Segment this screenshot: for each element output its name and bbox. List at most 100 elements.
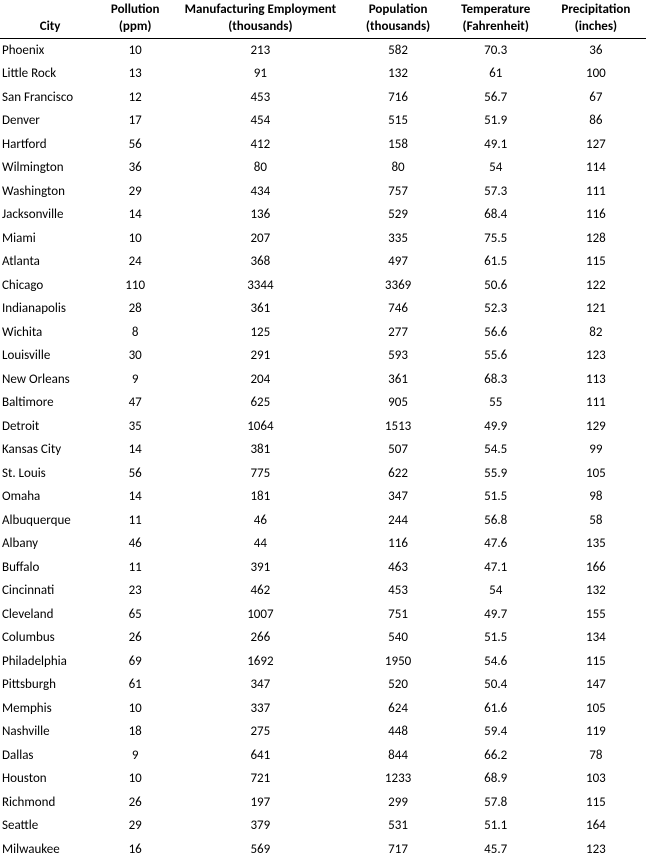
cell-city: Cincinnati xyxy=(0,579,100,603)
cell-temp: 52.3 xyxy=(446,297,546,321)
cell-mfg: 391 xyxy=(170,556,350,580)
table-row: Philadelphia691692195054.6115 xyxy=(0,650,646,674)
table-row: Cincinnati2346245354132 xyxy=(0,579,646,603)
cell-temp: 50.4 xyxy=(446,673,546,697)
table-row: New Orleans920436168.3113 xyxy=(0,368,646,392)
cell-pollution: 14 xyxy=(100,203,170,227)
cell-pop: 80 xyxy=(351,156,446,180)
cell-pop: 717 xyxy=(351,838,446,861)
cell-precip: 115 xyxy=(546,791,646,815)
cell-city: Louisville xyxy=(0,344,100,368)
cell-pollution: 69 xyxy=(100,650,170,674)
cell-mfg: 197 xyxy=(170,791,350,815)
cell-pop: 905 xyxy=(351,391,446,415)
cell-city: Milwaukee xyxy=(0,838,100,861)
cell-mfg: 44 xyxy=(170,532,350,556)
cell-city: St. Louis xyxy=(0,462,100,486)
cell-pop: 520 xyxy=(351,673,446,697)
cell-city: Memphis xyxy=(0,697,100,721)
cell-temp: 55.6 xyxy=(446,344,546,368)
table-row: Dallas964184466.278 xyxy=(0,744,646,768)
cell-pop: 347 xyxy=(351,485,446,509)
cell-precip: 78 xyxy=(546,744,646,768)
header-temp: Temperature(Fahrenheit) xyxy=(446,0,546,38)
cell-pollution: 26 xyxy=(100,626,170,650)
cell-city: Hartford xyxy=(0,133,100,157)
cell-temp: 54.6 xyxy=(446,650,546,674)
cell-precip: 147 xyxy=(546,673,646,697)
cell-pop: 335 xyxy=(351,227,446,251)
cell-city: Little Rock xyxy=(0,62,100,86)
cell-mfg: 91 xyxy=(170,62,350,86)
header-city-line2: City xyxy=(4,19,96,36)
cell-pop: 158 xyxy=(351,133,446,157)
cell-mfg: 291 xyxy=(170,344,350,368)
cell-pollution: 110 xyxy=(100,274,170,298)
cell-pollution: 46 xyxy=(100,532,170,556)
cell-city: Jacksonville xyxy=(0,203,100,227)
cell-precip: 99 xyxy=(546,438,646,462)
cell-precip: 164 xyxy=(546,814,646,838)
cell-precip: 129 xyxy=(546,415,646,439)
cell-mfg: 379 xyxy=(170,814,350,838)
cell-pop: 3369 xyxy=(351,274,446,298)
cell-city: Buffalo xyxy=(0,556,100,580)
cell-city: Columbus xyxy=(0,626,100,650)
table-row: Denver1745451551.986 xyxy=(0,109,646,133)
table-row: Omaha1418134751.598 xyxy=(0,485,646,509)
cell-pop: 1513 xyxy=(351,415,446,439)
cell-temp: 57.3 xyxy=(446,180,546,204)
cell-city: Nashville xyxy=(0,720,100,744)
table-row: Pittsburgh6134752050.4147 xyxy=(0,673,646,697)
cell-temp: 45.7 xyxy=(446,838,546,861)
cell-precip: 127 xyxy=(546,133,646,157)
header-precip-line2: (inches) xyxy=(550,19,642,36)
table-row: Kansas City1438150754.599 xyxy=(0,438,646,462)
cell-pop: 453 xyxy=(351,579,446,603)
cell-pop: 1233 xyxy=(351,767,446,791)
cell-city: Miami xyxy=(0,227,100,251)
cell-pollution: 47 xyxy=(100,391,170,415)
header-pop: Population(thousands) xyxy=(351,0,446,38)
cell-temp: 54.5 xyxy=(446,438,546,462)
cell-precip: 111 xyxy=(546,180,646,204)
cell-pop: 622 xyxy=(351,462,446,486)
cell-temp: 57.8 xyxy=(446,791,546,815)
cell-mfg: 462 xyxy=(170,579,350,603)
cell-pop: 507 xyxy=(351,438,446,462)
header-pollution-line1: Pollution xyxy=(104,2,166,19)
cell-city: Cleveland xyxy=(0,603,100,627)
cell-mfg: 775 xyxy=(170,462,350,486)
cell-precip: 100 xyxy=(546,62,646,86)
cell-pollution: 10 xyxy=(100,227,170,251)
cell-city: Dallas xyxy=(0,744,100,768)
cell-precip: 166 xyxy=(546,556,646,580)
table-row: Detroit351064151349.9129 xyxy=(0,415,646,439)
cell-precip: 116 xyxy=(546,203,646,227)
cell-pop: 515 xyxy=(351,109,446,133)
cell-city: Albuquerque xyxy=(0,509,100,533)
cell-temp: 55.9 xyxy=(446,462,546,486)
table-row: Milwaukee1656971745.7123 xyxy=(0,838,646,861)
cell-pollution: 23 xyxy=(100,579,170,603)
cell-city: Wilmington xyxy=(0,156,100,180)
table-row: Wilmington36808054114 xyxy=(0,156,646,180)
cell-city: Indianapolis xyxy=(0,297,100,321)
cell-temp: 54 xyxy=(446,156,546,180)
cell-mfg: 337 xyxy=(170,697,350,721)
cell-mfg: 361 xyxy=(170,297,350,321)
table-row: Phoenix1021358270.336 xyxy=(0,38,646,62)
cell-pop: 1950 xyxy=(351,650,446,674)
cell-precip: 67 xyxy=(546,86,646,110)
header-city: City xyxy=(0,0,100,38)
table-row: Columbus2626654051.5134 xyxy=(0,626,646,650)
cell-temp: 68.3 xyxy=(446,368,546,392)
cell-temp: 49.1 xyxy=(446,133,546,157)
cell-pop: 582 xyxy=(351,38,446,62)
cell-mfg: 1692 xyxy=(170,650,350,674)
cell-precip: 115 xyxy=(546,650,646,674)
cell-pop: 746 xyxy=(351,297,446,321)
cell-precip: 114 xyxy=(546,156,646,180)
cell-mfg: 454 xyxy=(170,109,350,133)
cell-city: Atlanta xyxy=(0,250,100,274)
